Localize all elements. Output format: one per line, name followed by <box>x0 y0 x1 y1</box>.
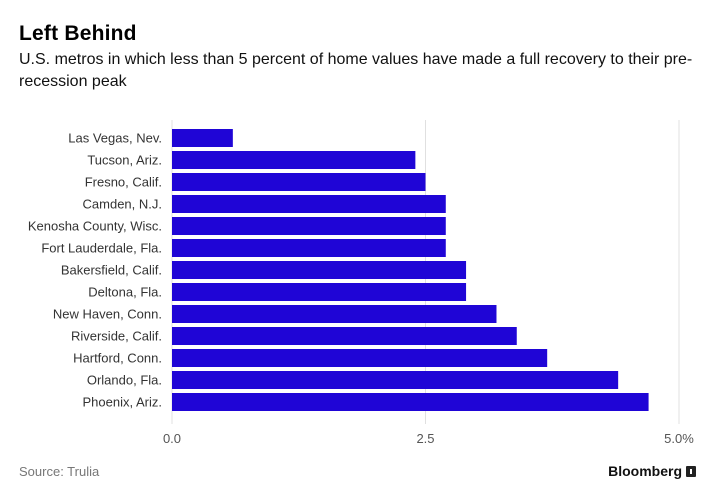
x-tick-label: 0.0 <box>163 431 181 446</box>
category-label: Orlando, Fla. <box>87 373 162 388</box>
bar <box>172 239 446 257</box>
category-label: New Haven, Conn. <box>53 307 162 322</box>
bar <box>172 129 233 147</box>
bar <box>172 349 548 367</box>
bars <box>172 129 649 411</box>
category-label: Las Vegas, Nev. <box>68 131 162 146</box>
chart-title: Left Behind <box>19 22 137 45</box>
x-tick-label: 2.5 <box>416 431 434 446</box>
bar <box>172 393 649 411</box>
category-label: Bakersfield, Calif. <box>61 263 162 278</box>
brand-name: Bloomberg <box>608 463 682 479</box>
bar <box>172 327 517 345</box>
bar <box>172 305 497 323</box>
x-tick-label: 5.0% <box>664 431 694 446</box>
category-label: Fort Lauderdale, Fla. <box>41 241 162 256</box>
bar <box>172 195 446 213</box>
source-note: Source: Trulia <box>19 464 100 479</box>
category-label: Deltona, Fla. <box>88 285 162 300</box>
bloomberg-logo-icon <box>686 465 696 477</box>
category-label: Fresno, Calif. <box>85 175 162 190</box>
category-label: Kenosha County, Wisc. <box>28 219 162 234</box>
category-label: Phoenix, Ariz. <box>83 395 163 410</box>
category-label: Hartford, Conn. <box>73 351 162 366</box>
category-label: Riverside, Calif. <box>71 329 162 344</box>
bar <box>172 371 619 389</box>
bar <box>172 261 467 279</box>
bar <box>172 151 416 169</box>
bar <box>172 283 467 301</box>
chart-subtitle: U.S. metros in which less than 5 percent… <box>19 51 693 90</box>
category-label: Tucson, Ariz. <box>87 153 162 168</box>
bar <box>172 217 446 235</box>
category-labels: Las Vegas, Nev. Tucson, Ariz. Fresno, Cali… <box>28 131 162 410</box>
bar <box>172 173 426 191</box>
brand-logo: Bloomberg <box>608 463 696 479</box>
x-axis-tick-labels: 0.0 2.5 5.0% <box>163 431 694 446</box>
category-label: Camden, N.J. <box>83 197 162 212</box>
